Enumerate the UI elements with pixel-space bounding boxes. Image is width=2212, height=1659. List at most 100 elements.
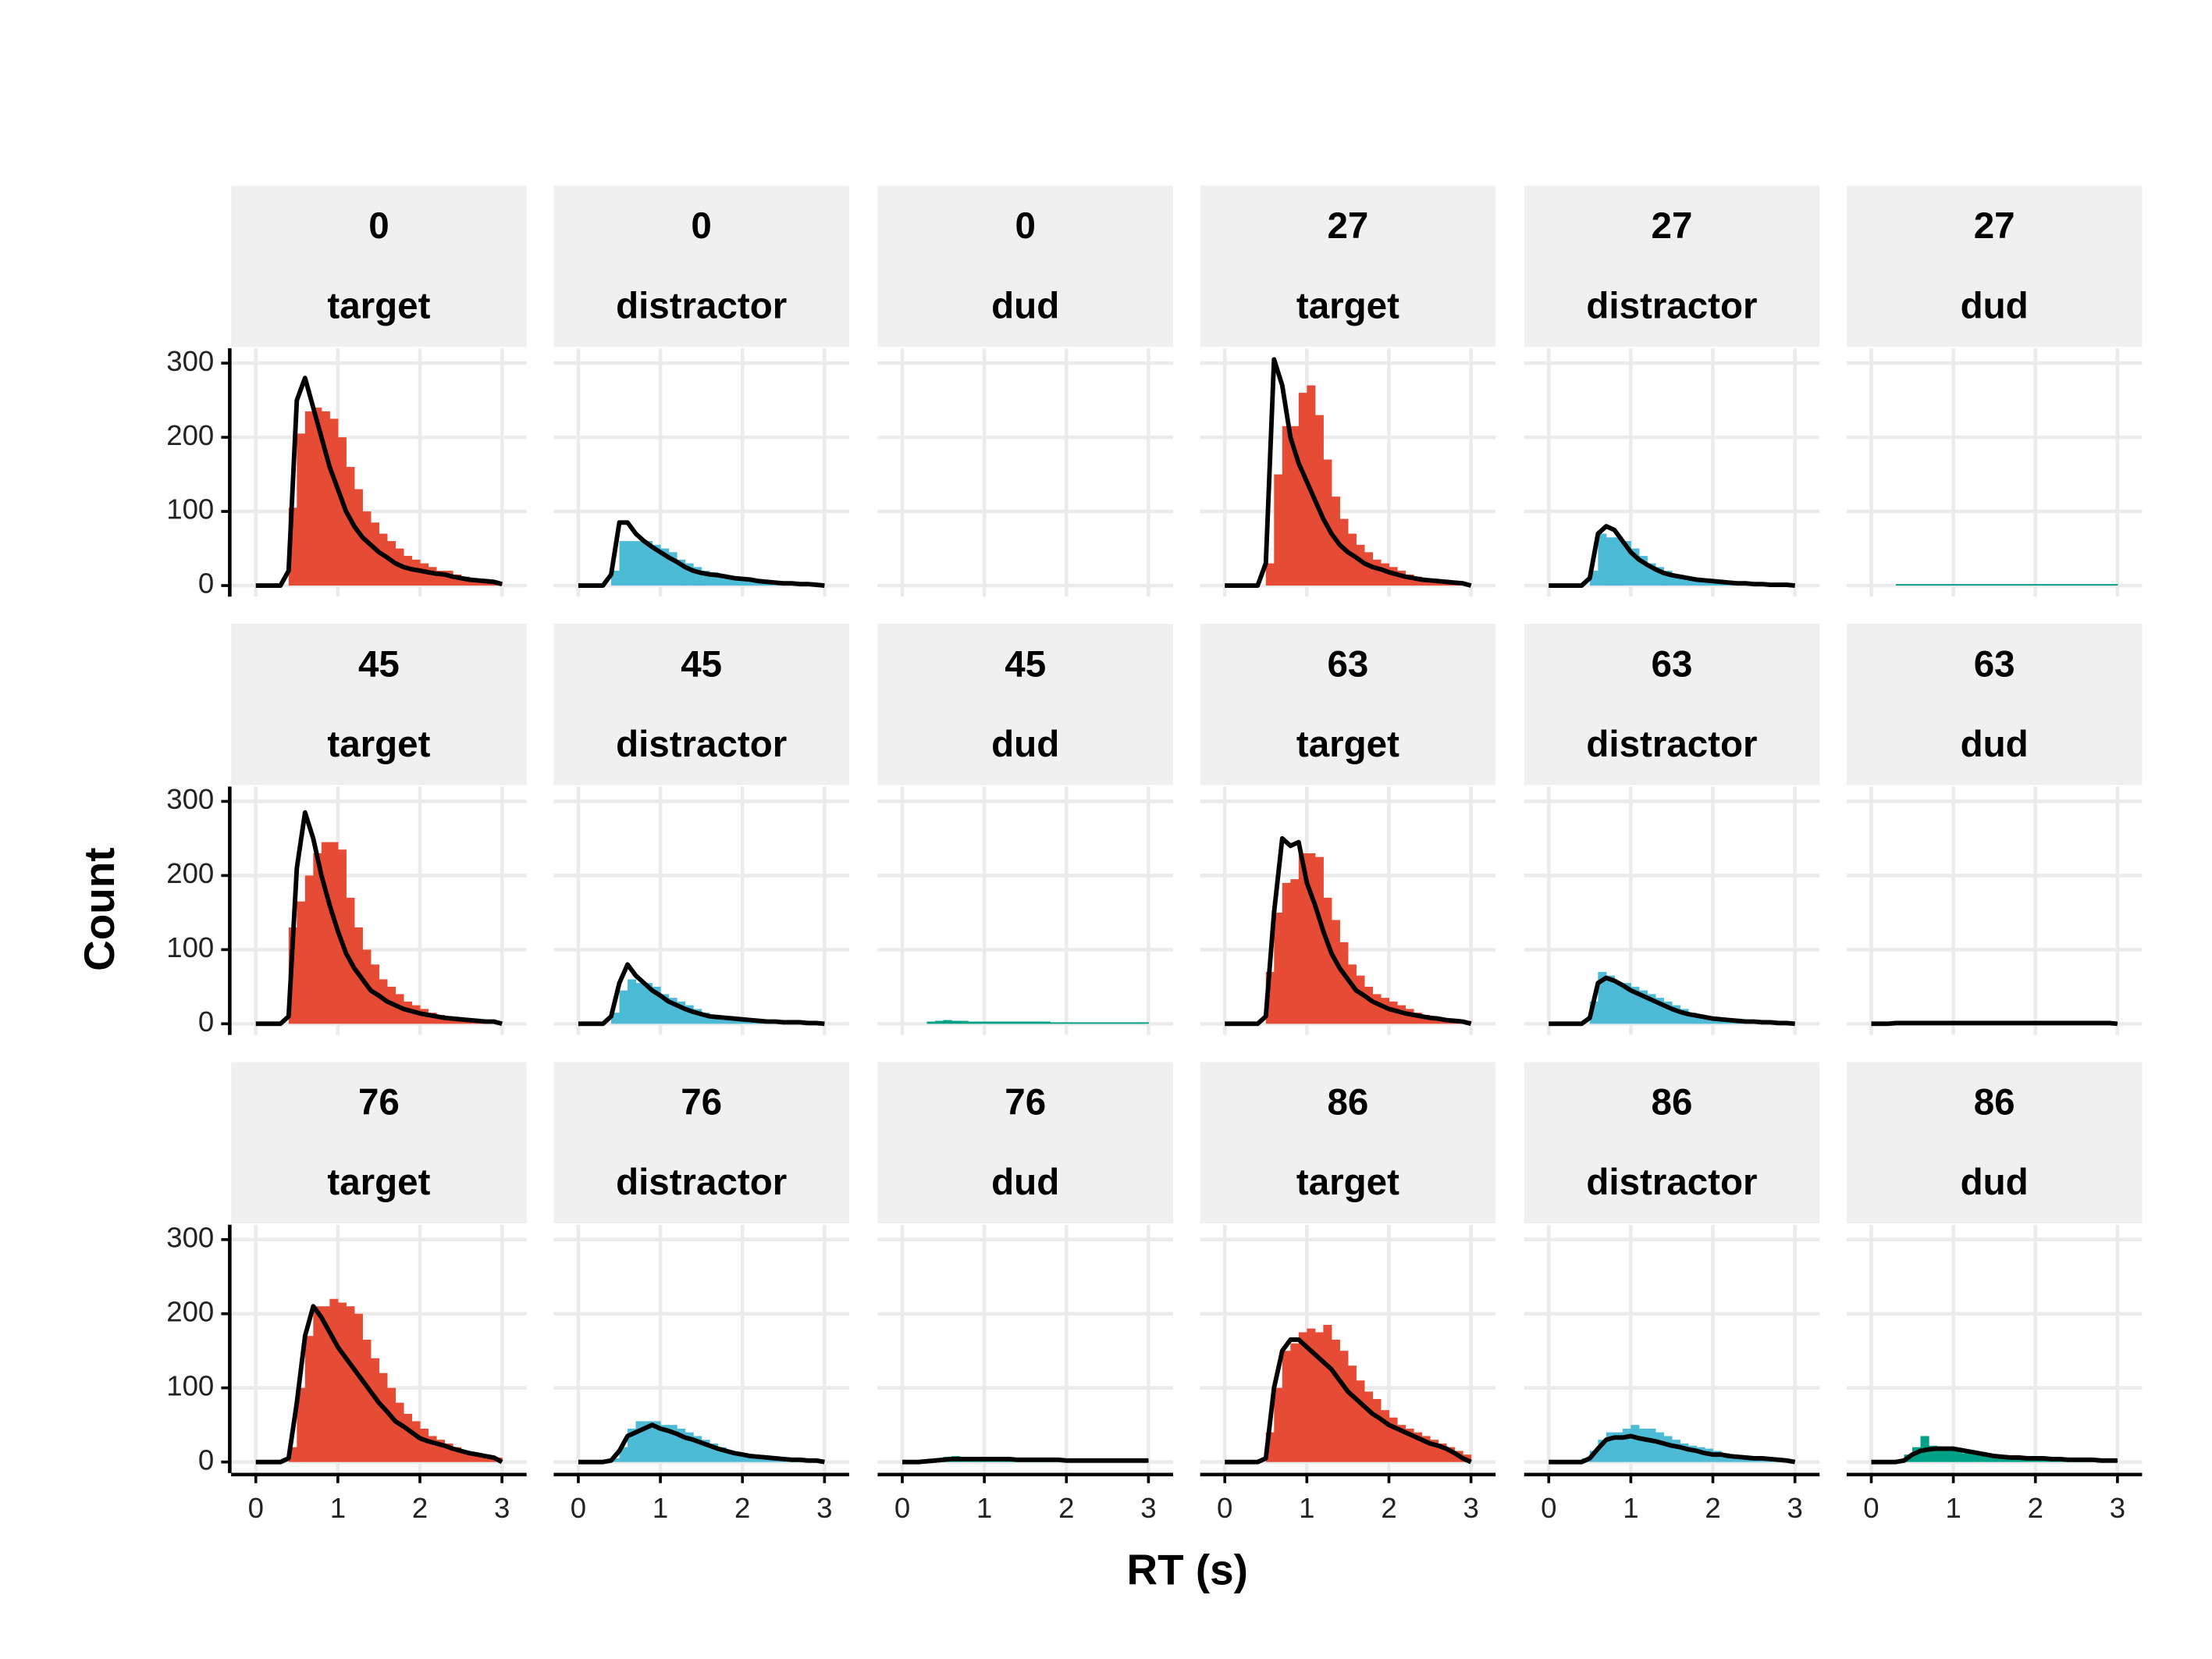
histogram-bar [717, 1447, 727, 1462]
strip-label: 86 [1974, 1082, 2015, 1123]
facet: 63 dud [1846, 624, 2143, 1035]
x-tick-label: 0 [571, 1492, 586, 1524]
facet: 27 distractor [1524, 185, 1820, 597]
histogram-bar [611, 571, 621, 586]
histogram-bar [611, 1013, 621, 1024]
histogram-bar [461, 1451, 470, 1462]
x-tick-label: 2 [1705, 1492, 1720, 1524]
histogram-bar [1655, 567, 1664, 586]
histogram-bar [1638, 1428, 1648, 1462]
histogram-bar [1339, 1351, 1349, 1462]
strip-label: distractor [1586, 1162, 1757, 1203]
histogram-bar [1008, 1021, 1018, 1024]
histogram-bar [726, 1017, 735, 1024]
strip-label: dud [991, 286, 1059, 327]
histogram-bar [2068, 584, 2077, 586]
histogram-bar [1265, 563, 1275, 586]
histogram-bar [1614, 537, 1623, 586]
histogram-bar [635, 541, 645, 586]
histogram-bar [436, 571, 446, 586]
x-tick-label: 0 [1863, 1492, 1879, 1524]
histogram-bar [701, 1013, 710, 1024]
histogram-bar [1920, 584, 1929, 586]
histogram-bar [1331, 920, 1340, 1024]
x-tick-label: 1 [976, 1492, 992, 1524]
histogram-bar [1631, 1425, 1640, 1462]
histogram-bar [660, 548, 670, 586]
histogram-bar [652, 544, 661, 586]
histogram-bar [1347, 1365, 1357, 1462]
y-tick-label: 100 [166, 1369, 214, 1401]
histogram-bar [726, 576, 735, 586]
histogram-bar [297, 433, 306, 586]
histogram-bar [644, 1421, 653, 1462]
facet: 27 target [1200, 185, 1496, 597]
strip-label: dud [991, 1162, 1059, 1203]
x-tick-label: 2 [1381, 1492, 1396, 1524]
histogram-bar [2100, 584, 2110, 586]
histogram-bar [1622, 1428, 1631, 1462]
x-tick-label: 3 [816, 1492, 832, 1524]
y-tick-label: 300 [166, 783, 214, 815]
strip-background [553, 1062, 849, 1223]
x-tick-label: 0 [1541, 1492, 1556, 1524]
histogram-bar [984, 1021, 994, 1024]
histogram-bar [1339, 518, 1349, 586]
histogram-bar [1298, 853, 1307, 1024]
histogram-bar [1631, 548, 1640, 586]
histogram-bar [1598, 971, 1607, 1024]
histogram-bar [469, 1453, 478, 1462]
histogram-bar [288, 1447, 297, 1462]
histogram-bar [1396, 571, 1407, 586]
histogram-bar [1274, 912, 1283, 1024]
histogram-bar [1589, 571, 1599, 586]
histogram-bar [1598, 1440, 1607, 1462]
strip-label: 63 [1327, 643, 1368, 685]
histogram-bar [742, 579, 752, 586]
y-tick-label: 300 [166, 1221, 214, 1253]
histogram-bar [1647, 1428, 1656, 1462]
histogram-bar [1290, 1343, 1300, 1462]
histogram-bar [1282, 882, 1291, 1024]
histogram-bar [1622, 983, 1631, 1024]
histogram-bar [1969, 1453, 1979, 1462]
histogram-bar [1314, 856, 1324, 1024]
histogram-bar [611, 1458, 621, 1462]
histogram-bar [1994, 1456, 2004, 1462]
histogram-bar [1994, 584, 2004, 586]
histogram-bar [1066, 1022, 1076, 1024]
facet: 45 distractor [553, 624, 849, 1035]
histogram-bar [313, 853, 322, 1024]
histogram-bar [1405, 1428, 1414, 1462]
strip-label: 27 [1652, 205, 1693, 247]
histogram-bar [297, 901, 306, 1024]
histogram-bar [1372, 559, 1382, 586]
histogram-bar [709, 571, 719, 586]
histogram-bar [677, 1428, 686, 1462]
strip-background [1524, 624, 1820, 785]
strip-label: 27 [1327, 205, 1368, 247]
histogram-bar [1274, 474, 1283, 586]
strip-label: dud [1961, 724, 2029, 765]
histogram-bar [436, 1440, 446, 1462]
histogram-bar [1978, 1454, 1987, 1462]
histogram-bar [362, 511, 372, 586]
strip-background [1524, 1062, 1820, 1223]
histogram-bar [1001, 1021, 1010, 1024]
y-tick-label: 300 [166, 345, 214, 377]
x-tick-label: 1 [653, 1492, 668, 1524]
x-tick-label: 3 [1463, 1492, 1478, 1524]
strip-label: 86 [1652, 1082, 1693, 1123]
histogram-bar [1663, 571, 1673, 586]
histogram-bar [1356, 544, 1365, 586]
strip-label: 76 [681, 1082, 722, 1123]
histogram-bar [1323, 1324, 1332, 1462]
facet: 76 target 0 100 200 300 0 1 2 3 [166, 1062, 527, 1524]
strip-label: target [1296, 1162, 1399, 1203]
histogram-bar [1307, 385, 1316, 586]
histogram-bar [734, 1453, 743, 1462]
facet: 0 dud [877, 185, 1173, 597]
histogram-bar [1446, 1447, 1456, 1462]
x-tick-label: 1 [1299, 1492, 1314, 1524]
